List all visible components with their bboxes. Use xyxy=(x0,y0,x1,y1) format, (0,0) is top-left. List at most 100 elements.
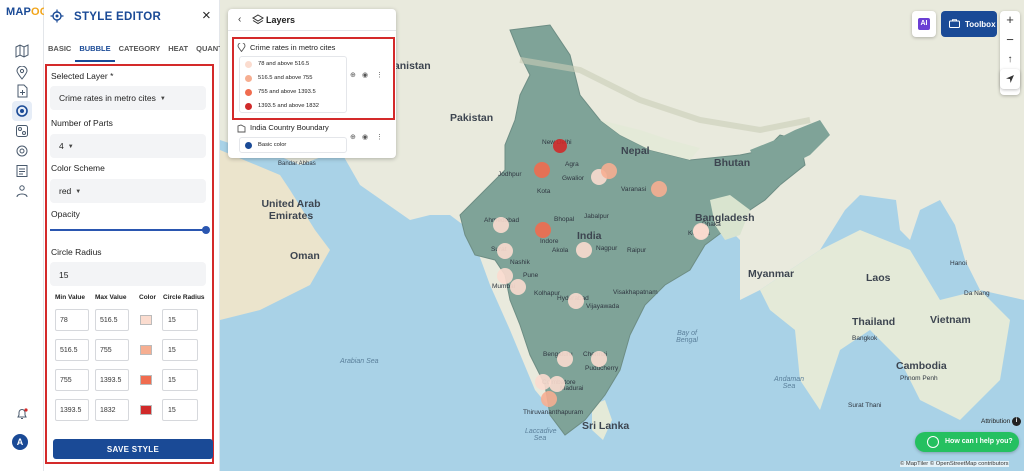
layers-icon xyxy=(252,14,264,25)
eye-icon[interactable]: ◉ xyxy=(362,72,369,79)
min-value-input[interactable]: 516.5 xyxy=(55,339,89,361)
more-options-icon[interactable]: ⋮ xyxy=(376,134,383,141)
map-icon[interactable] xyxy=(12,41,32,61)
bell-icon[interactable] xyxy=(12,404,32,424)
circle-radius-cell[interactable]: 15 xyxy=(162,309,198,331)
min-value-header: Min Value xyxy=(55,294,85,301)
legend-label: 1393.5 and above 1832 xyxy=(258,103,319,109)
map-canvas[interactable]: Afghanistan Pakistan Nepal Bhutan Bangla… xyxy=(220,0,1024,471)
label-madurai: Madurai xyxy=(560,385,584,392)
legend-swatch xyxy=(245,89,252,96)
map-bubble[interactable] xyxy=(591,351,607,367)
whatsapp-help-button[interactable]: How can I help you? xyxy=(915,432,1019,452)
label-bhopal: Bhopal xyxy=(554,216,575,223)
map-bubble[interactable] xyxy=(553,139,567,153)
mapog-logo[interactable]: MAPOG xyxy=(6,6,49,18)
chevron-down-icon: ▼ xyxy=(75,189,82,195)
close-icon[interactable]: × xyxy=(202,7,211,24)
label-da-nang: Da Nang xyxy=(964,290,990,297)
parts-dropdown[interactable]: 4 ▼ xyxy=(50,134,206,158)
map-bubble[interactable] xyxy=(557,351,573,367)
label-nagpur: Nagpur xyxy=(596,245,618,252)
map-bubble[interactable] xyxy=(534,162,550,178)
analysis-icon[interactable] xyxy=(12,121,32,141)
map-bubble[interactable] xyxy=(541,391,557,407)
map-bubble[interactable] xyxy=(693,224,709,240)
color-swatch[interactable] xyxy=(140,405,152,415)
tab-quantity[interactable]: QUANTITY xyxy=(196,44,220,53)
map-bubble[interactable] xyxy=(493,217,509,233)
label-agra: Agra xyxy=(565,161,579,168)
max-value-input[interactable]: 1832 xyxy=(95,399,129,421)
eye-icon[interactable]: ◉ xyxy=(362,134,369,141)
max-value-input[interactable]: 516.5 xyxy=(95,309,129,331)
style-settings-icon[interactable] xyxy=(12,101,32,121)
zoom-to-layer-icon[interactable]: ⊕ xyxy=(350,134,356,141)
tab-heat[interactable]: HEAT xyxy=(168,44,189,53)
locate-button[interactable] xyxy=(1000,69,1020,89)
layer-name-crime-rates[interactable]: Crime rates in metro cites xyxy=(250,43,336,52)
share-icon[interactable] xyxy=(12,181,32,201)
map-bubble[interactable] xyxy=(576,242,592,258)
color-swatch[interactable] xyxy=(140,375,152,385)
processing-icon[interactable] xyxy=(12,141,32,161)
basemap xyxy=(220,0,1024,471)
map-bubble[interactable] xyxy=(651,181,667,197)
label-thiruvananthapuram: Thiruvananthapuram xyxy=(523,409,583,416)
circle-radius-cell[interactable]: 15 xyxy=(162,369,198,391)
color-swatch[interactable] xyxy=(140,345,152,355)
map-bubble[interactable] xyxy=(510,279,526,295)
location-pin-icon[interactable] xyxy=(12,63,32,83)
map-bubble[interactable] xyxy=(535,222,551,238)
zoom-in-button[interactable]: + xyxy=(1006,12,1014,27)
map-bubble[interactable] xyxy=(497,268,513,284)
ai-assistant-button[interactable]: AI xyxy=(912,11,936,37)
color-swatch[interactable] xyxy=(140,315,152,325)
circle-radius-cell[interactable]: 15 xyxy=(162,339,198,361)
info-icon[interactable]: i xyxy=(1012,417,1021,426)
label-vietnam: Vietnam xyxy=(930,314,971,326)
label-indore: Indore xyxy=(540,238,559,245)
tab-basic[interactable]: BASIC xyxy=(48,44,72,53)
add-data-icon[interactable] xyxy=(12,81,32,101)
map-bubble[interactable] xyxy=(601,163,617,179)
label-puducherry: Puducherry xyxy=(585,365,619,372)
max-value-header: Max Value xyxy=(95,294,127,301)
selected-layer-dropdown[interactable]: Crime rates in metro cites ▼ xyxy=(50,86,206,110)
circle-radius-input[interactable]: 15 xyxy=(50,262,206,286)
report-icon[interactable] xyxy=(12,161,32,181)
toolbox-button[interactable]: Toolbox xyxy=(941,11,997,37)
label-myanmar: Myanmar xyxy=(748,268,795,280)
layers-header: ‹ Layers xyxy=(228,9,396,31)
label-oman: Oman xyxy=(290,250,320,262)
max-value-input[interactable]: 1393.5 xyxy=(95,369,129,391)
tab-category[interactable]: CATEGORY xyxy=(118,44,161,53)
avatar[interactable]: A xyxy=(12,434,28,450)
boundary-icon xyxy=(237,124,246,133)
compass-button[interactable]: ↑ xyxy=(1007,54,1013,65)
max-value-input[interactable]: 755 xyxy=(95,339,129,361)
back-chevron-icon[interactable]: ‹ xyxy=(238,14,242,25)
label-varanasi: Varanasi xyxy=(621,186,647,193)
layer-name-india-boundary[interactable]: India Country Boundary xyxy=(250,123,329,132)
attribution-label[interactable]: Attribution xyxy=(981,418,1011,425)
min-value-input[interactable]: 755 xyxy=(55,369,89,391)
label-nashik: Nashik xyxy=(510,259,530,266)
map-bubble[interactable] xyxy=(549,376,565,392)
map-bubble[interactable] xyxy=(568,293,584,309)
label-uae: United Arab Emirates xyxy=(261,198,321,222)
opacity-slider-track[interactable] xyxy=(50,229,206,231)
more-options-icon[interactable]: ⋮ xyxy=(376,72,383,79)
save-style-button[interactable]: SAVE STYLE xyxy=(53,439,213,459)
map-bubble[interactable] xyxy=(497,243,513,259)
zoom-out-button[interactable]: − xyxy=(1006,32,1014,47)
tab-bubble[interactable]: BUBBLE xyxy=(75,38,115,62)
min-value-input[interactable]: 78 xyxy=(55,309,89,331)
boundary-legend xyxy=(239,137,347,153)
min-value-input[interactable]: 1393.5 xyxy=(55,399,89,421)
zoom-to-layer-icon[interactable]: ⊕ xyxy=(350,72,356,79)
color-scheme-dropdown[interactable]: red ▼ xyxy=(50,179,206,203)
circle-radius-cell[interactable]: 15 xyxy=(162,399,198,421)
opacity-slider-handle[interactable] xyxy=(202,226,210,234)
map-bubble[interactable] xyxy=(535,374,551,390)
